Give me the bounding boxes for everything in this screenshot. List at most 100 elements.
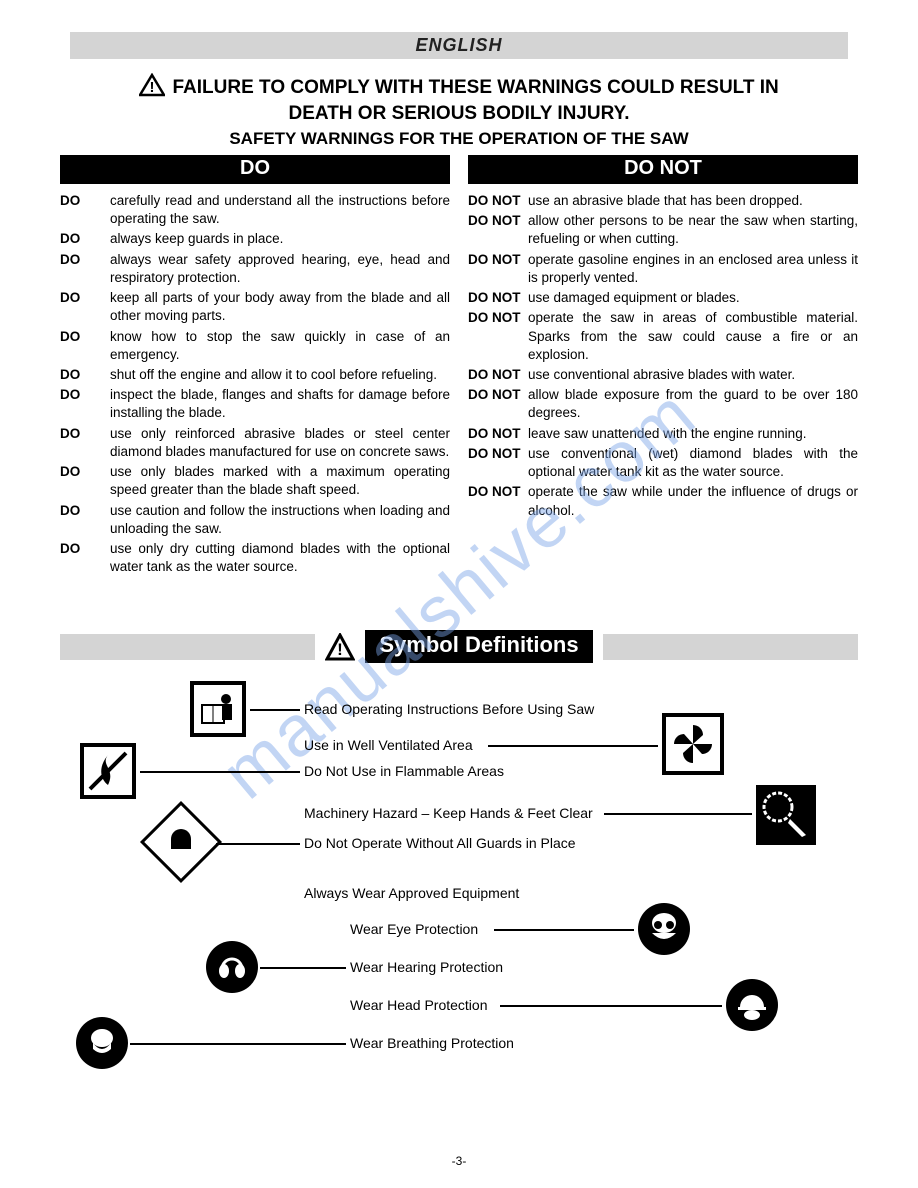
donot-column: DO NOT DO NOTuse an abrasive blade that … <box>468 155 858 578</box>
do-lead: DO <box>60 230 110 248</box>
donot-lead: DO NOT <box>468 212 528 248</box>
donot-lead: DO NOT <box>468 192 528 210</box>
label-head: Wear Head Protection <box>350 997 487 1013</box>
eye-protection-icon <box>638 903 690 955</box>
connector-line <box>250 709 300 711</box>
warning-triangle-icon: ! <box>139 73 165 97</box>
do-lead: DO <box>60 328 110 364</box>
connector-line <box>216 843 300 845</box>
donot-item: DO NOTallow other persons to be near the… <box>468 212 858 248</box>
do-lead: DO <box>60 540 110 576</box>
do-text: keep all parts of your body away from th… <box>110 289 450 325</box>
main-warning: ! FAILURE TO COMPLY WITH THESE WARNINGS … <box>60 73 858 99</box>
donot-text: operate the saw while under the influenc… <box>528 483 858 519</box>
donot-header: DO NOT <box>468 155 858 184</box>
do-item: DOalways wear safety approved hearing, e… <box>60 251 450 287</box>
svg-text:!: ! <box>150 79 155 96</box>
connector-line <box>500 1005 722 1007</box>
do-header: DO <box>60 155 450 184</box>
do-lead: DO <box>60 192 110 228</box>
donot-lead: DO NOT <box>468 251 528 287</box>
do-column: DO DOcarefully read and understand all t… <box>60 155 450 578</box>
donot-text: use conventional abrasive blades with wa… <box>528 366 858 384</box>
donot-item: DO NOToperate gasoline engines in an enc… <box>468 251 858 287</box>
do-item: DOcarefully read and understand all the … <box>60 192 450 228</box>
donot-lead: DO NOT <box>468 483 528 519</box>
do-item: DOknow how to stop the saw quickly in ca… <box>60 328 450 364</box>
donot-item: DO NOToperate the saw in areas of combus… <box>468 309 858 364</box>
donot-lead: DO NOT <box>468 425 528 443</box>
donot-lead: DO NOT <box>468 366 528 384</box>
label-hearing: Wear Hearing Protection <box>350 959 503 975</box>
label-breath: Wear Breathing Protection <box>350 1035 514 1051</box>
do-item: DOkeep all parts of your body away from … <box>60 289 450 325</box>
do-item: DOuse only dry cutting diamond blades wi… <box>60 540 450 576</box>
donot-lead: DO NOT <box>468 309 528 364</box>
connector-line <box>130 1043 346 1045</box>
hearing-protection-icon <box>206 941 258 993</box>
page: ENGLISH ! FAILURE TO COMPLY WITH THESE W… <box>0 0 918 1188</box>
label-read: Read Operating Instructions Before Using… <box>304 701 594 717</box>
donot-item: DO NOTuse an abrasive blade that has bee… <box>468 192 858 210</box>
head-protection-icon <box>726 979 778 1031</box>
connector-line <box>488 745 658 747</box>
connector-line <box>260 967 346 969</box>
do-text: shut off the engine and allow it to cool… <box>110 366 450 384</box>
connector-line <box>140 771 300 773</box>
do-item: DOalways keep guards in place. <box>60 230 450 248</box>
donot-item: DO NOTallow blade exposure from the guar… <box>468 386 858 422</box>
stripe-right <box>603 634 858 660</box>
do-text: always keep guards in place. <box>110 230 450 248</box>
breathing-protection-icon <box>76 1017 128 1069</box>
do-lead: DO <box>60 251 110 287</box>
do-text: always wear safety approved hearing, eye… <box>110 251 450 287</box>
do-text: use only blades marked with a maximum op… <box>110 463 450 499</box>
machinery-hazard-icon <box>756 785 816 845</box>
do-item: DOuse caution and follow the instruction… <box>60 502 450 538</box>
do-item: DOshut off the engine and allow it to co… <box>60 366 450 384</box>
label-flame: Do Not Use in Flammable Areas <box>304 763 504 779</box>
donot-text: use conventional (wet) diamond blades wi… <box>528 445 858 481</box>
fan-icon <box>662 713 724 775</box>
do-text: use only reinforced abrasive blades or s… <box>110 425 450 461</box>
do-lead: DO <box>60 289 110 325</box>
label-eye: Wear Eye Protection <box>350 921 478 937</box>
donot-text: use damaged equipment or blades. <box>528 289 858 307</box>
do-item: DOuse only blades marked with a maximum … <box>60 463 450 499</box>
do-lead: DO <box>60 386 110 422</box>
do-item: DOuse only reinforced abrasive blades or… <box>60 425 450 461</box>
donot-text: allow blade exposure from the guard to b… <box>528 386 858 422</box>
label-hazard: Machinery Hazard – Keep Hands & Feet Cle… <box>304 805 593 821</box>
guards-diamond-icon <box>152 813 210 871</box>
warning-triangle-icon: ! <box>325 633 355 661</box>
donot-item: DO NOToperate the saw while under the in… <box>468 483 858 519</box>
do-text: inspect the blade, flanges and shafts fo… <box>110 386 450 422</box>
language-bar: ENGLISH <box>70 32 848 59</box>
no-flame-icon <box>80 743 136 799</box>
donot-text: allow other persons to be near the saw w… <box>528 212 858 248</box>
do-text: use only dry cutting diamond blades with… <box>110 540 450 576</box>
donot-text: operate gasoline engines in an enclosed … <box>528 251 858 287</box>
donot-item: DO NOTuse conventional abrasive blades w… <box>468 366 858 384</box>
do-item: DOinspect the blade, flanges and shafts … <box>60 386 450 422</box>
symbol-grid: Read Operating Instructions Before Using… <box>60 671 858 1091</box>
do-donot-row: DO DOcarefully read and understand all t… <box>60 155 858 578</box>
do-lead: DO <box>60 425 110 461</box>
do-text: use caution and follow the instructions … <box>110 502 450 538</box>
do-lead: DO <box>60 502 110 538</box>
do-text: carefully read and understand all the in… <box>110 192 450 228</box>
donot-item: DO NOTuse conventional (wet) diamond bla… <box>468 445 858 481</box>
label-vent: Use in Well Ventilated Area <box>304 737 473 753</box>
donot-lead: DO NOT <box>468 386 528 422</box>
symbol-title: Symbol Definitions <box>365 630 592 663</box>
symbol-section: ! Symbol Definitions Read Operating Inst… <box>60 630 858 1091</box>
do-lead: DO <box>60 366 110 384</box>
donot-item: DO NOTleave saw unattended with the engi… <box>468 425 858 443</box>
connector-line <box>494 929 634 931</box>
read-manual-icon <box>190 681 246 737</box>
donot-lead: DO NOT <box>468 445 528 481</box>
donot-text: use an abrasive blade that has been drop… <box>528 192 858 210</box>
warning-text-1: FAILURE TO COMPLY WITH THESE WARNINGS CO… <box>173 77 779 98</box>
do-text: know how to stop the saw quickly in case… <box>110 328 450 364</box>
safety-title: SAFETY WARNINGS FOR THE OPERATION OF THE… <box>60 129 858 149</box>
